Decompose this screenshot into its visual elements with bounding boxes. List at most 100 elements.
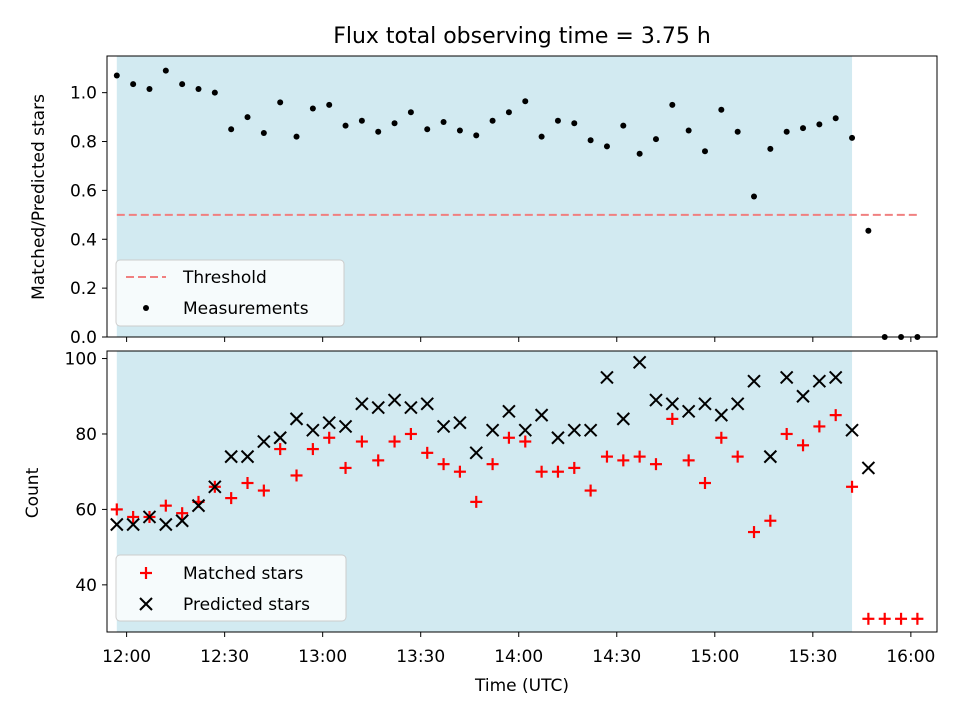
measurement-point <box>816 121 823 128</box>
predicted-star-point <box>208 480 222 494</box>
predicted-star-point <box>649 393 663 407</box>
predicted-point-b <box>322 415 336 430</box>
matched-star-point <box>306 443 319 456</box>
x-axis-label: Time (UTC) <box>474 676 569 696</box>
ratio-ytick-label: 0.0 <box>70 328 97 348</box>
predicted-point-b <box>240 449 255 464</box>
measurement-point <box>522 98 529 105</box>
predicted-star-point <box>567 423 581 437</box>
measurement-point <box>865 227 872 234</box>
measurement-point <box>113 72 120 79</box>
measurement-point <box>162 67 169 74</box>
matched-star-point <box>698 477 711 490</box>
measurements-legend-label: Measurements <box>183 299 309 319</box>
measurement-point <box>211 89 218 96</box>
predicted-legend-label: Predicted stars <box>183 595 310 615</box>
predicted-star-point <box>387 393 402 407</box>
predicted-star-point <box>289 412 304 426</box>
measurement-point <box>342 122 349 129</box>
matched-star-point <box>862 612 875 625</box>
matched-star-point <box>502 431 515 444</box>
predicted-star-point <box>404 400 418 415</box>
predicted-star-point <box>191 498 206 513</box>
measurement-point <box>456 127 463 134</box>
predicted-star-point <box>730 397 745 411</box>
ratio-panel: 0.0 0.2 0.4 0.6 0.8 1.0 Flux total observing … <box>29 24 938 348</box>
matched-legend-label: Matched stars <box>183 564 303 584</box>
predicted-star-point <box>257 434 271 449</box>
measurement-point <box>767 145 774 152</box>
predicted-star-point <box>306 423 320 437</box>
ratio-ytick-label: 0.4 <box>70 230 97 250</box>
matched-star-point <box>846 480 859 493</box>
measurement-point <box>751 193 758 200</box>
predicted-star-point <box>534 408 549 422</box>
predicted-point-b <box>665 397 680 411</box>
measurement-point <box>620 122 627 129</box>
predicted-star-point <box>142 510 157 524</box>
matched-star-point <box>584 484 597 497</box>
matched-star-point <box>290 469 303 482</box>
measurement-point <box>179 81 186 88</box>
predicted-point-b <box>828 370 843 385</box>
predicted-star-point <box>796 389 810 403</box>
predicted-star-point <box>273 431 287 445</box>
chart-title: Flux total observing time = 3.75 h <box>333 24 711 49</box>
matched-star-point <box>127 510 140 523</box>
count-legend: Matched stars Predicted stars <box>115 554 347 622</box>
ratio-legend: Threshold Measurements <box>115 259 345 327</box>
predicted-point-b <box>812 374 827 388</box>
measurement-point <box>424 126 431 133</box>
measurement-point <box>587 137 594 144</box>
predicted-point-b <box>420 397 434 411</box>
xtick-label: 14:00 <box>494 647 543 667</box>
count-ytick-label: 80 <box>75 425 97 445</box>
matched-star-point <box>110 503 123 516</box>
matched-star-point <box>731 450 744 463</box>
predicted-star-point <box>371 400 385 415</box>
measurement-point <box>358 117 365 124</box>
predicted-star-point <box>828 370 843 385</box>
predicted-star-point <box>698 397 712 411</box>
predicted-point-b <box>502 404 516 419</box>
predicted-star-point <box>159 517 173 532</box>
predicted-point-b <box>763 449 778 464</box>
predicted-star-point <box>714 408 729 422</box>
matched-star-point <box>404 427 417 440</box>
count-ytick-label: 100 <box>65 350 97 370</box>
ratio-plot-frame <box>106 55 938 338</box>
matched-star-point <box>388 435 401 448</box>
matched-star-point <box>895 612 908 625</box>
predicted-star-point <box>502 404 516 419</box>
predicted-star-point <box>453 415 467 430</box>
predicted-point-b <box>208 480 222 494</box>
matched-star-point <box>372 454 385 467</box>
xtick-label: 13:30 <box>396 647 445 667</box>
measurement-point <box>293 133 300 140</box>
measurement-point <box>832 115 839 122</box>
predicted-star-point <box>485 423 500 437</box>
ratio-y-axis-label: Matched/Predicted stars <box>29 94 49 300</box>
matched-star-point <box>764 514 777 527</box>
predicted-star-point <box>616 412 631 426</box>
predicted-point-b <box>273 431 287 445</box>
measurement-point <box>244 114 251 121</box>
measurement-point <box>701 148 708 155</box>
matched-star-point <box>633 450 646 463</box>
predicted-point-b <box>306 423 320 437</box>
xtick-label: 13:00 <box>298 647 347 667</box>
measurement-point <box>538 133 545 140</box>
matched-star-point <box>437 458 450 471</box>
matched-star-point <box>715 431 728 444</box>
ratio-ytick-label: 0.8 <box>70 133 97 153</box>
measurement-point <box>636 150 643 157</box>
measurement-point <box>260 129 267 136</box>
measurement-point <box>800 125 807 132</box>
predicted-point-b <box>126 517 140 532</box>
matched-legend-swatch <box>140 567 152 579</box>
predicted-point-b <box>861 461 876 475</box>
predicted-star-point <box>436 419 451 434</box>
measurement-point <box>603 143 610 150</box>
predicted-star-point <box>861 461 876 475</box>
